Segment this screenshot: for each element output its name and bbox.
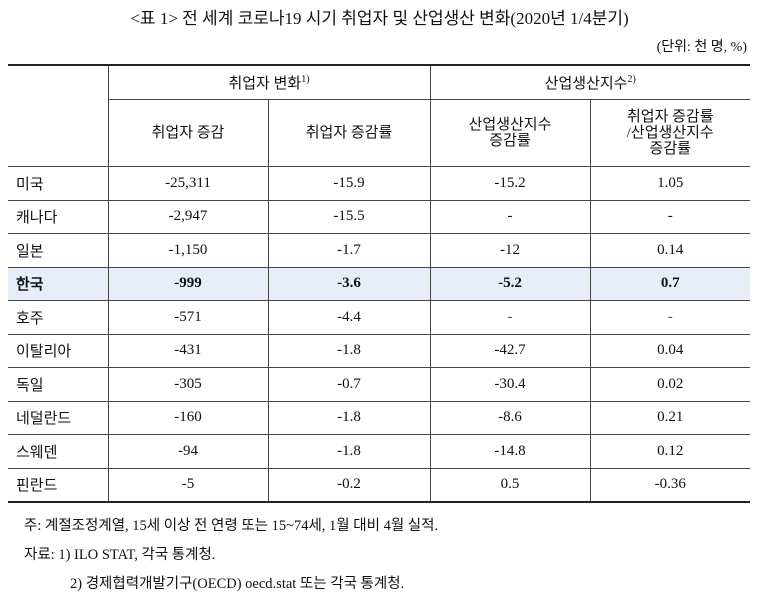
- value-cell: -1,150: [107, 233, 269, 268]
- value-cell: -5: [107, 467, 269, 503]
- value-cell: 0.02: [589, 367, 750, 402]
- data-table: 취업자 변화1) 산업생산지수2) 취업자 증감 취업자 증감률 산업생산지수 증감률 취업…: [8, 64, 750, 503]
- header-line: /산업생산지수: [626, 125, 714, 141]
- value-cell: -5.2: [429, 266, 591, 301]
- value-cell: 1.05: [589, 166, 750, 201]
- value-cell: 0.21: [589, 400, 750, 435]
- value-cell: -42.7: [429, 333, 591, 368]
- source: 자료: 1) ILO STAT, 각국 통계청.: [24, 547, 216, 563]
- value-cell: -15.5: [267, 199, 431, 234]
- value-cell: -1.7: [267, 233, 431, 268]
- value-cell: 0.14: [589, 233, 750, 268]
- value-cell: -8.6: [429, 400, 591, 435]
- value-cell: -30.4: [429, 367, 591, 402]
- value-cell: -15.2: [429, 166, 591, 201]
- table-head: 취업자 변화1) 산업생산지수2) 취업자 증감 취업자 증감률 산업생산지수 증감률 취업…: [8, 64, 750, 167]
- header-line: 취업자 증감: [151, 125, 225, 141]
- unit: (단위: 천 명, %): [656, 40, 747, 55]
- group-header: 산업생산지수2): [429, 64, 750, 100]
- value-cell: -25,311: [107, 166, 269, 201]
- country-cell: 독일: [8, 367, 109, 402]
- table-row: 한국 -999 -3.6 -5.2 0.7: [8, 266, 750, 301]
- value-cell: -3.6: [267, 266, 431, 301]
- value-cell: -: [429, 199, 591, 234]
- value-cell: -1.8: [267, 400, 431, 435]
- country-cell: 핀란드: [8, 467, 109, 503]
- header-row: 취업자 변화1) 산업생산지수2): [8, 64, 750, 167]
- value-cell: -12: [429, 233, 591, 268]
- country-cell: 미국: [8, 166, 109, 201]
- value-cell: -0.36: [589, 467, 750, 503]
- header-line: 증감률: [489, 133, 531, 149]
- value-cell: -431: [107, 333, 269, 368]
- value-cell: -14.8: [429, 434, 591, 469]
- value-cell: -0.7: [267, 367, 431, 402]
- title: <표 1> 전 세계 코로나19 시기 취업자 및 산업생산 변화(2020년 …: [130, 9, 629, 28]
- table-row: 이탈리아 -431 -1.8 -42.7 0.04: [8, 333, 750, 368]
- table-row: 일본 -1,150 -1.7 -12 0.14: [8, 233, 750, 268]
- header-line: 산업생산지수: [468, 117, 552, 133]
- value-cell: -: [589, 199, 750, 234]
- value-cell: 0.5: [429, 467, 591, 503]
- value-cell: -1.8: [267, 333, 431, 368]
- value-cell: -999: [107, 266, 269, 301]
- header-line: 취업자 증감률: [305, 125, 393, 141]
- column-header: 취업자 증감: [108, 99, 269, 167]
- country-cell: 네덜란드: [8, 400, 109, 435]
- value-cell: -: [589, 300, 750, 335]
- country-cell: 한국: [8, 266, 109, 301]
- value-cell: -2,947: [107, 199, 269, 234]
- value-cell: -305: [107, 367, 269, 402]
- group-label: 산업생산지수: [544, 76, 628, 92]
- note: 주: 계절조정계열, 15세 이상 전 연령 또는 15~74세, 1월 대비 …: [24, 518, 439, 534]
- table-row: 스웨덴 -94 -1.8 -14.8 0.12: [8, 434, 750, 469]
- table-body: 미국 -25,311 -15.9 -15.2 1.05 캐나다 -2,947 -15.5- - 일…: [8, 166, 750, 503]
- value-cell: 0.04: [589, 333, 750, 368]
- country-cell: 스웨덴: [8, 434, 109, 469]
- value-cell: -160: [107, 400, 269, 435]
- value-cell: -15.9: [267, 166, 431, 201]
- country-cell: 이탈리아: [8, 333, 109, 368]
- table-row: 독일 -305 -0.7 -30.4 0.02: [8, 367, 750, 402]
- country-cell: 호주: [8, 300, 109, 335]
- corner-cell: [8, 64, 109, 167]
- value-cell: -: [429, 300, 591, 335]
- value-cell: -571: [107, 300, 269, 335]
- source: 2) 경제협력개발기구(OECD) oecd.stat 또는 각국 통계청.: [70, 576, 405, 592]
- country-cell: 일본: [8, 233, 109, 268]
- table-row: 핀란드 -5 -0.2 0.5 -0.36: [8, 467, 750, 503]
- value-cell: -0.2: [267, 467, 431, 503]
- value-cell: 0.12: [589, 434, 750, 469]
- header-line: 취업자 증감률: [626, 109, 714, 125]
- column-header: 산업생산지수 증감률: [429, 99, 591, 167]
- column-header: 취업자 증감률/산업생산지수 증감률: [589, 99, 750, 167]
- value-cell: -1.8: [267, 434, 431, 469]
- group-header: 취업자 변화1): [107, 64, 431, 100]
- value-cell: -4.4: [267, 300, 431, 335]
- header-row: 취업자 증감 취업자 증감률 산업생산지수 증감률 취업자 증감률/산업생산지수 증감률: [8, 99, 750, 167]
- country-cell: 캐나다: [8, 199, 109, 234]
- table-row: 네덜란드 -160 -1.8 -8.6 0.21: [8, 400, 750, 435]
- table-row: 캐나다 -2,947 -15.5- -: [8, 199, 750, 234]
- value-cell: -94: [107, 434, 269, 469]
- footnote-mark: 1): [301, 74, 310, 85]
- column-header: 취업자 증감률: [267, 99, 431, 167]
- table-row: 호주 -571 -4.4- -: [8, 300, 750, 335]
- table-row: 미국 -25,311 -15.9 -15.2 1.05: [8, 166, 750, 201]
- value-cell: 0.7: [589, 266, 750, 301]
- header-line: 증감률: [649, 141, 691, 157]
- footnote-mark: 2): [627, 74, 636, 85]
- group-label: 취업자 변화: [228, 76, 302, 92]
